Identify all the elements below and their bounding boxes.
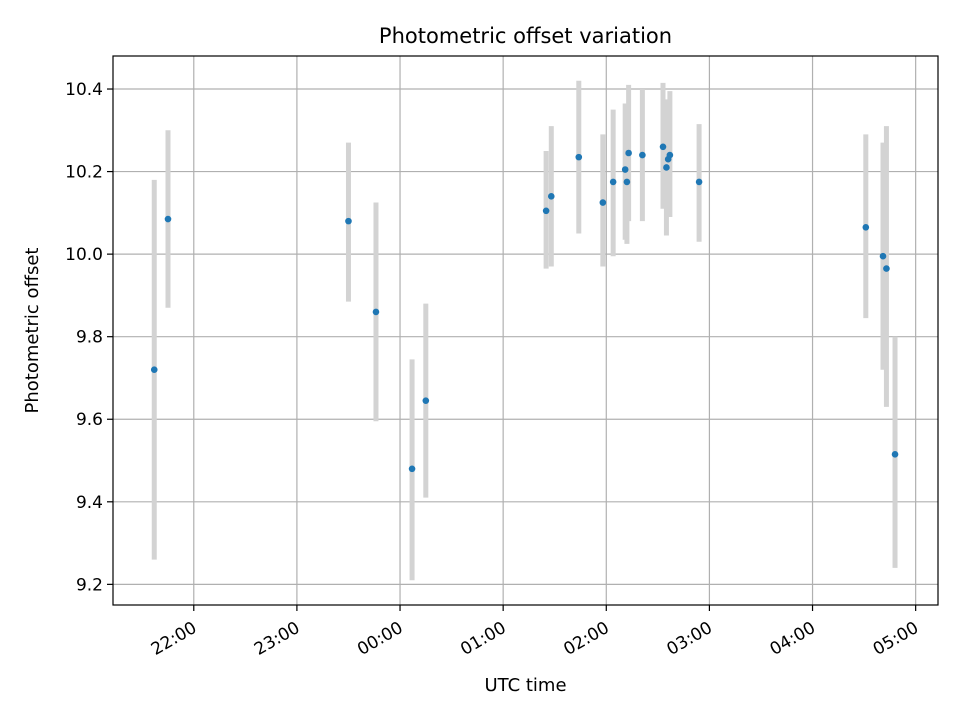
y-tick-label: 10.0 [65, 245, 103, 265]
x-tick-label: 02:00 [560, 618, 612, 660]
y-tick-label: 9.2 [76, 575, 103, 595]
data-point [695, 178, 703, 186]
y-tick-label: 10.4 [65, 80, 103, 100]
data-point [345, 217, 352, 225]
data-point [666, 151, 674, 159]
data-point [372, 308, 380, 316]
x-tick-label: 04:00 [767, 618, 819, 660]
chart-title: Photometric offset variation [379, 24, 672, 48]
y-tick-label: 9.6 [76, 410, 103, 430]
y-tick-label: 9.4 [76, 493, 103, 513]
y-tick-label: 10.2 [65, 163, 103, 183]
data-point [625, 149, 632, 157]
data-point [422, 397, 430, 404]
x-tick-label: 03:00 [663, 618, 715, 660]
x-tick-label: 05:00 [870, 618, 922, 660]
y-axis-label: Photometric offset [22, 248, 43, 414]
x-tick-label: 23:00 [251, 618, 303, 660]
data-point [891, 451, 899, 458]
x-tick-label: 22:00 [148, 618, 200, 660]
data-point [623, 178, 631, 186]
data-point [575, 153, 583, 161]
data-point [408, 465, 416, 473]
x-tick-label: 01:00 [457, 618, 509, 660]
grid-lines [113, 56, 938, 605]
data-point [663, 164, 670, 171]
plot-frame [112, 55, 939, 606]
data-point [639, 151, 646, 159]
data-points [150, 143, 899, 473]
y-tick-label: 9.8 [76, 328, 103, 348]
data-point [609, 178, 617, 186]
data-point [599, 199, 607, 206]
data-point [862, 224, 870, 231]
data-point [164, 215, 172, 223]
data-point [621, 166, 629, 173]
data-point [547, 193, 555, 200]
data-point [150, 366, 158, 374]
data-point [542, 207, 550, 215]
error-bars [151, 80, 898, 581]
x-tick-label: 00:00 [354, 618, 406, 660]
x-axis-label: UTC time [484, 675, 566, 696]
data-point [883, 265, 890, 272]
data-point [659, 143, 667, 151]
data-point [879, 252, 887, 260]
